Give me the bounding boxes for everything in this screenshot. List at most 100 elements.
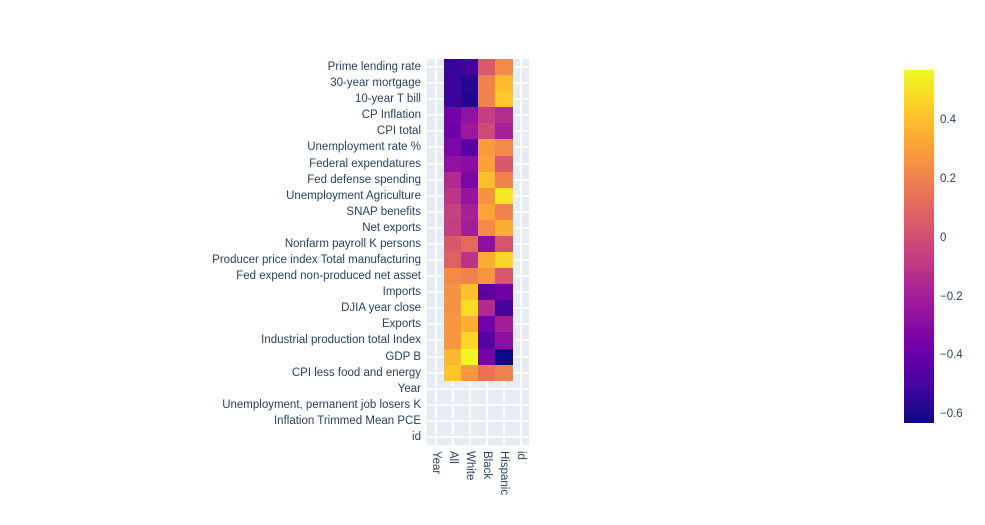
heatmap-cell[interactable] bbox=[478, 139, 496, 156]
heatmap-cell[interactable] bbox=[495, 75, 513, 92]
y-tick-label: CPI less food and energy bbox=[291, 366, 421, 379]
heatmap-cell[interactable] bbox=[444, 171, 462, 189]
heatmap-cell[interactable] bbox=[478, 203, 496, 221]
heatmap-cell[interactable] bbox=[495, 155, 513, 173]
heatmap-cell[interactable] bbox=[461, 139, 479, 156]
heatmap-cell[interactable] bbox=[444, 219, 462, 237]
heatmap-cell[interactable] bbox=[495, 123, 513, 140]
heatmap-cell[interactable] bbox=[444, 348, 462, 366]
heatmap-cell[interactable] bbox=[495, 284, 513, 301]
y-tick-label: 10-year T bill bbox=[354, 93, 421, 106]
heatmap-cell[interactable] bbox=[444, 59, 462, 76]
heatmap-cell[interactable] bbox=[461, 316, 479, 333]
heatmap-cell[interactable] bbox=[444, 268, 462, 285]
heatmap-cell[interactable] bbox=[444, 187, 462, 205]
heatmap-cell[interactable] bbox=[478, 284, 496, 301]
colorbar-tick-label: 0.2 bbox=[940, 172, 956, 185]
heatmap-cell[interactable] bbox=[495, 107, 513, 124]
heatmap-cell[interactable] bbox=[478, 75, 496, 92]
heatmap-cell[interactable] bbox=[495, 300, 513, 317]
heatmap-cell[interactable] bbox=[478, 235, 496, 253]
heatmap-cell[interactable] bbox=[461, 187, 479, 205]
heatmap-cell[interactable] bbox=[444, 91, 462, 108]
heatmap-cell[interactable] bbox=[444, 75, 462, 92]
heatmap-cell[interactable] bbox=[478, 155, 496, 173]
heatmap-cell[interactable] bbox=[444, 155, 462, 173]
heatmap-cell[interactable] bbox=[444, 364, 462, 382]
heatmap-cell[interactable] bbox=[478, 348, 496, 366]
heatmap-cell[interactable] bbox=[444, 284, 462, 301]
y-tick-label: Federal expendatures bbox=[309, 157, 421, 170]
heatmap-cell[interactable] bbox=[461, 219, 479, 237]
heatmap-cell[interactable] bbox=[495, 139, 513, 156]
heatmap-cell[interactable] bbox=[478, 123, 496, 140]
heatmap-cell[interactable] bbox=[495, 187, 513, 205]
y-tick-label: DJIA year close bbox=[341, 302, 421, 315]
heatmap-cell[interactable] bbox=[461, 203, 479, 221]
heatmap-cell[interactable] bbox=[495, 91, 513, 108]
heatmap-plot-area[interactable] bbox=[427, 59, 529, 445]
heatmap-cell[interactable] bbox=[461, 123, 479, 140]
heatmap-cell[interactable] bbox=[495, 364, 513, 382]
heatmap-cell[interactable] bbox=[495, 59, 513, 76]
heatmap-cell[interactable] bbox=[478, 91, 496, 108]
heatmap-cell[interactable] bbox=[461, 59, 479, 76]
heatmap-cell[interactable] bbox=[478, 332, 496, 349]
heatmap-cell[interactable] bbox=[495, 348, 513, 366]
colorbar-tick-label: 0.4 bbox=[940, 114, 956, 126]
heatmap-cell[interactable] bbox=[461, 300, 479, 317]
heatmap-cell[interactable] bbox=[478, 364, 496, 382]
heatmap-cell[interactable] bbox=[495, 316, 513, 333]
y-tick-label: Producer price index Total manufacturing bbox=[212, 254, 421, 267]
heatmap-cell[interactable] bbox=[495, 268, 513, 285]
heatmap-cell[interactable] bbox=[495, 252, 513, 269]
x-gridline bbox=[519, 59, 522, 445]
heatmap-cell[interactable] bbox=[444, 139, 462, 156]
heatmap-cell[interactable] bbox=[478, 316, 496, 333]
heatmap-cell[interactable] bbox=[478, 59, 496, 76]
heatmap-cell[interactable] bbox=[444, 235, 462, 253]
heatmap-cell[interactable] bbox=[444, 123, 462, 140]
heatmap-cell[interactable] bbox=[444, 300, 462, 317]
heatmap-cell[interactable] bbox=[478, 252, 496, 269]
y-tick-label: Unemployment Agriculture bbox=[286, 189, 421, 202]
heatmap-cell[interactable] bbox=[495, 332, 513, 349]
heatmap-cell[interactable] bbox=[478, 219, 496, 237]
heatmap-cell[interactable] bbox=[461, 75, 479, 92]
y-tick-label: 30-year mortgage bbox=[330, 77, 421, 90]
x-tick-label: Hispanic bbox=[498, 451, 510, 496]
y-tick-label: SNAP benefits bbox=[346, 205, 421, 218]
heatmap-cell[interactable] bbox=[461, 155, 479, 173]
heatmap-cell[interactable] bbox=[495, 171, 513, 189]
heatmap-cell[interactable] bbox=[461, 364, 479, 382]
heatmap-cell[interactable] bbox=[495, 219, 513, 237]
colorbar-tick-label: −0.2 bbox=[940, 290, 963, 303]
heatmap-cell[interactable] bbox=[461, 107, 479, 124]
heatmap-cell[interactable] bbox=[461, 332, 479, 349]
heatmap-cell[interactable] bbox=[461, 91, 479, 108]
heatmap-cell[interactable] bbox=[444, 332, 462, 349]
heatmap-cell[interactable] bbox=[444, 107, 462, 124]
y-tick-label: Industrial production total Index bbox=[261, 334, 421, 347]
y-tick-label: Unemployment rate % bbox=[307, 141, 421, 154]
heatmap-cell[interactable] bbox=[461, 284, 479, 301]
heatmap-cell[interactable] bbox=[461, 348, 479, 366]
heatmap-cell[interactable] bbox=[495, 203, 513, 221]
heatmap-cell[interactable] bbox=[444, 203, 462, 221]
colorbar-gradient bbox=[904, 70, 934, 423]
colorbar-tick-label: 0 bbox=[940, 231, 947, 244]
heatmap-cell[interactable] bbox=[444, 252, 462, 269]
heatmap-cell[interactable] bbox=[478, 187, 496, 205]
heatmap-cell[interactable] bbox=[478, 300, 496, 317]
heatmap-cell[interactable] bbox=[461, 235, 479, 253]
heatmap-cell[interactable] bbox=[478, 107, 496, 124]
heatmap-cell[interactable] bbox=[461, 268, 479, 285]
heatmap-cell[interactable] bbox=[461, 171, 479, 189]
heatmap-cell[interactable] bbox=[478, 171, 496, 189]
x-tick-label: id bbox=[515, 451, 527, 460]
heatmap-cell[interactable] bbox=[478, 268, 496, 285]
heatmap-cell[interactable] bbox=[495, 235, 513, 253]
heatmap-cell[interactable] bbox=[444, 316, 462, 333]
heatmap-cell[interactable] bbox=[461, 252, 479, 269]
